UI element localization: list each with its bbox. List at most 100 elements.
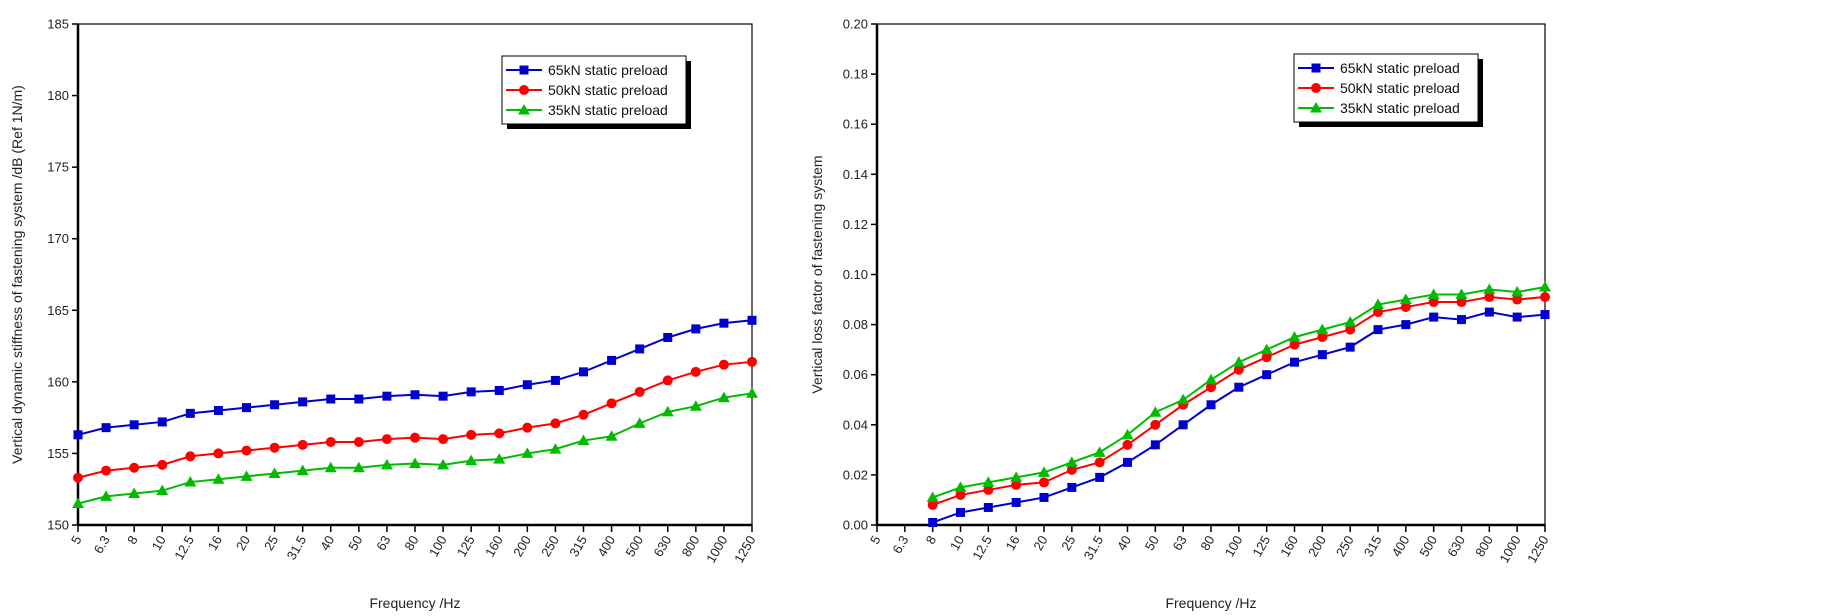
data-point [240,470,253,481]
data-point [212,473,225,484]
data-point [549,443,562,454]
x-tick-label: 20 [1030,533,1050,553]
data-point [928,517,938,527]
y-tick-label: 180 [47,88,69,103]
data-point [1122,439,1133,450]
data-point [73,472,83,483]
data-point [1039,477,1049,488]
y-tick-label: 155 [47,446,69,461]
data-point [493,453,506,464]
data-point [1260,343,1273,355]
x-tick-label: 25 [1058,533,1078,553]
data-point [1539,281,1551,292]
data-point [1429,312,1439,322]
data-point [157,417,167,427]
x-tick-label: 125 [1249,533,1273,559]
x-tick-label: 16 [205,533,225,553]
data-point [691,324,701,334]
x-tick-label: 125 [454,533,478,559]
data-point [1512,312,1522,322]
y-tick-label: 170 [47,231,69,246]
data-point [73,430,83,440]
x-tick-label: 800 [679,533,703,559]
y-axis-title: Vertical loss factor of fastening system [809,155,825,393]
data-point [101,423,111,433]
y-tick-label: 150 [47,518,69,533]
legend-label: 50kN static preload [548,82,668,98]
data-point [213,448,224,459]
data-point [298,397,308,407]
x-tick-label: 80 [1197,533,1217,553]
data-point [1317,350,1327,360]
y-axis-title: Vertical dynamic stiffness of fastening … [9,85,25,464]
y-tick-label: 0.18 [843,67,868,82]
x-tick-label: 250 [1333,533,1357,559]
data-point [719,318,729,328]
x-tick-label: 63 [373,533,393,553]
series-line [77,319,753,436]
data-point [494,428,505,439]
y-tick-label: 0.10 [843,267,868,282]
data-point [606,398,617,409]
legend-label: 35kN static preload [548,102,668,118]
data-point [1484,292,1495,303]
data-point [494,385,504,395]
legend: 65kN static preload 50kN static preload 35… [1293,53,1483,127]
data-point [926,491,939,502]
data-point [1261,352,1272,363]
x-tick-label: 500 [1416,533,1440,559]
x-tick-label: 100 [426,533,450,559]
series-50kn-static-preload [73,356,757,483]
data-point [325,436,336,447]
data-point [605,430,618,441]
legend-label: 35kN static preload [1340,100,1460,116]
series-35kn-static-preload [72,387,758,509]
x-tick-label: 50 [1142,533,1162,553]
legend-item: 65kN static preload [506,62,668,78]
data-point [1123,457,1132,467]
x-tick-label: 100 [1222,533,1246,559]
x-tick-label: 315 [566,533,590,559]
x-tick-label: 20 [233,533,253,553]
data-point [1067,482,1077,492]
data-point [634,386,645,397]
data-point [1177,393,1190,405]
data-point [409,457,421,468]
data-point [1373,307,1383,318]
legend-label: 50kN static preload [1340,80,1460,96]
data-point [156,484,169,496]
data-point [438,434,449,445]
data-point [1288,331,1301,342]
data-point [1455,288,1468,300]
data-point [983,484,994,495]
data-point [1372,298,1384,310]
x-tick-label: 500 [622,533,646,559]
x-tick-label: 40 [317,533,337,553]
data-point [269,442,280,453]
data-point [718,359,729,370]
data-point [129,420,139,430]
data-point [324,461,337,473]
data-point [1066,464,1077,475]
data-point [955,489,966,500]
x-tick-label: 1250 [1524,533,1551,566]
data-point [1484,307,1494,317]
data-point [1345,342,1355,352]
data-point [1399,293,1412,305]
x-tick-label: 40 [1114,533,1134,553]
x-axis-title: Frequency /Hz [369,595,460,611]
x-tick-label: 6.3 [91,533,113,556]
data-point [717,391,730,403]
data-point [1540,292,1550,303]
data-point [1401,320,1411,330]
data-point [1205,373,1217,385]
x-tick-label: 12.5 [171,533,197,562]
x-tick-label: 10 [947,533,967,553]
data-point [690,366,701,377]
data-point [1456,297,1467,308]
x-tick-label: 400 [594,533,618,559]
data-point [1428,297,1439,308]
x-tick-label: 31.5 [284,533,310,562]
data-point [954,481,967,492]
data-point [661,405,674,417]
